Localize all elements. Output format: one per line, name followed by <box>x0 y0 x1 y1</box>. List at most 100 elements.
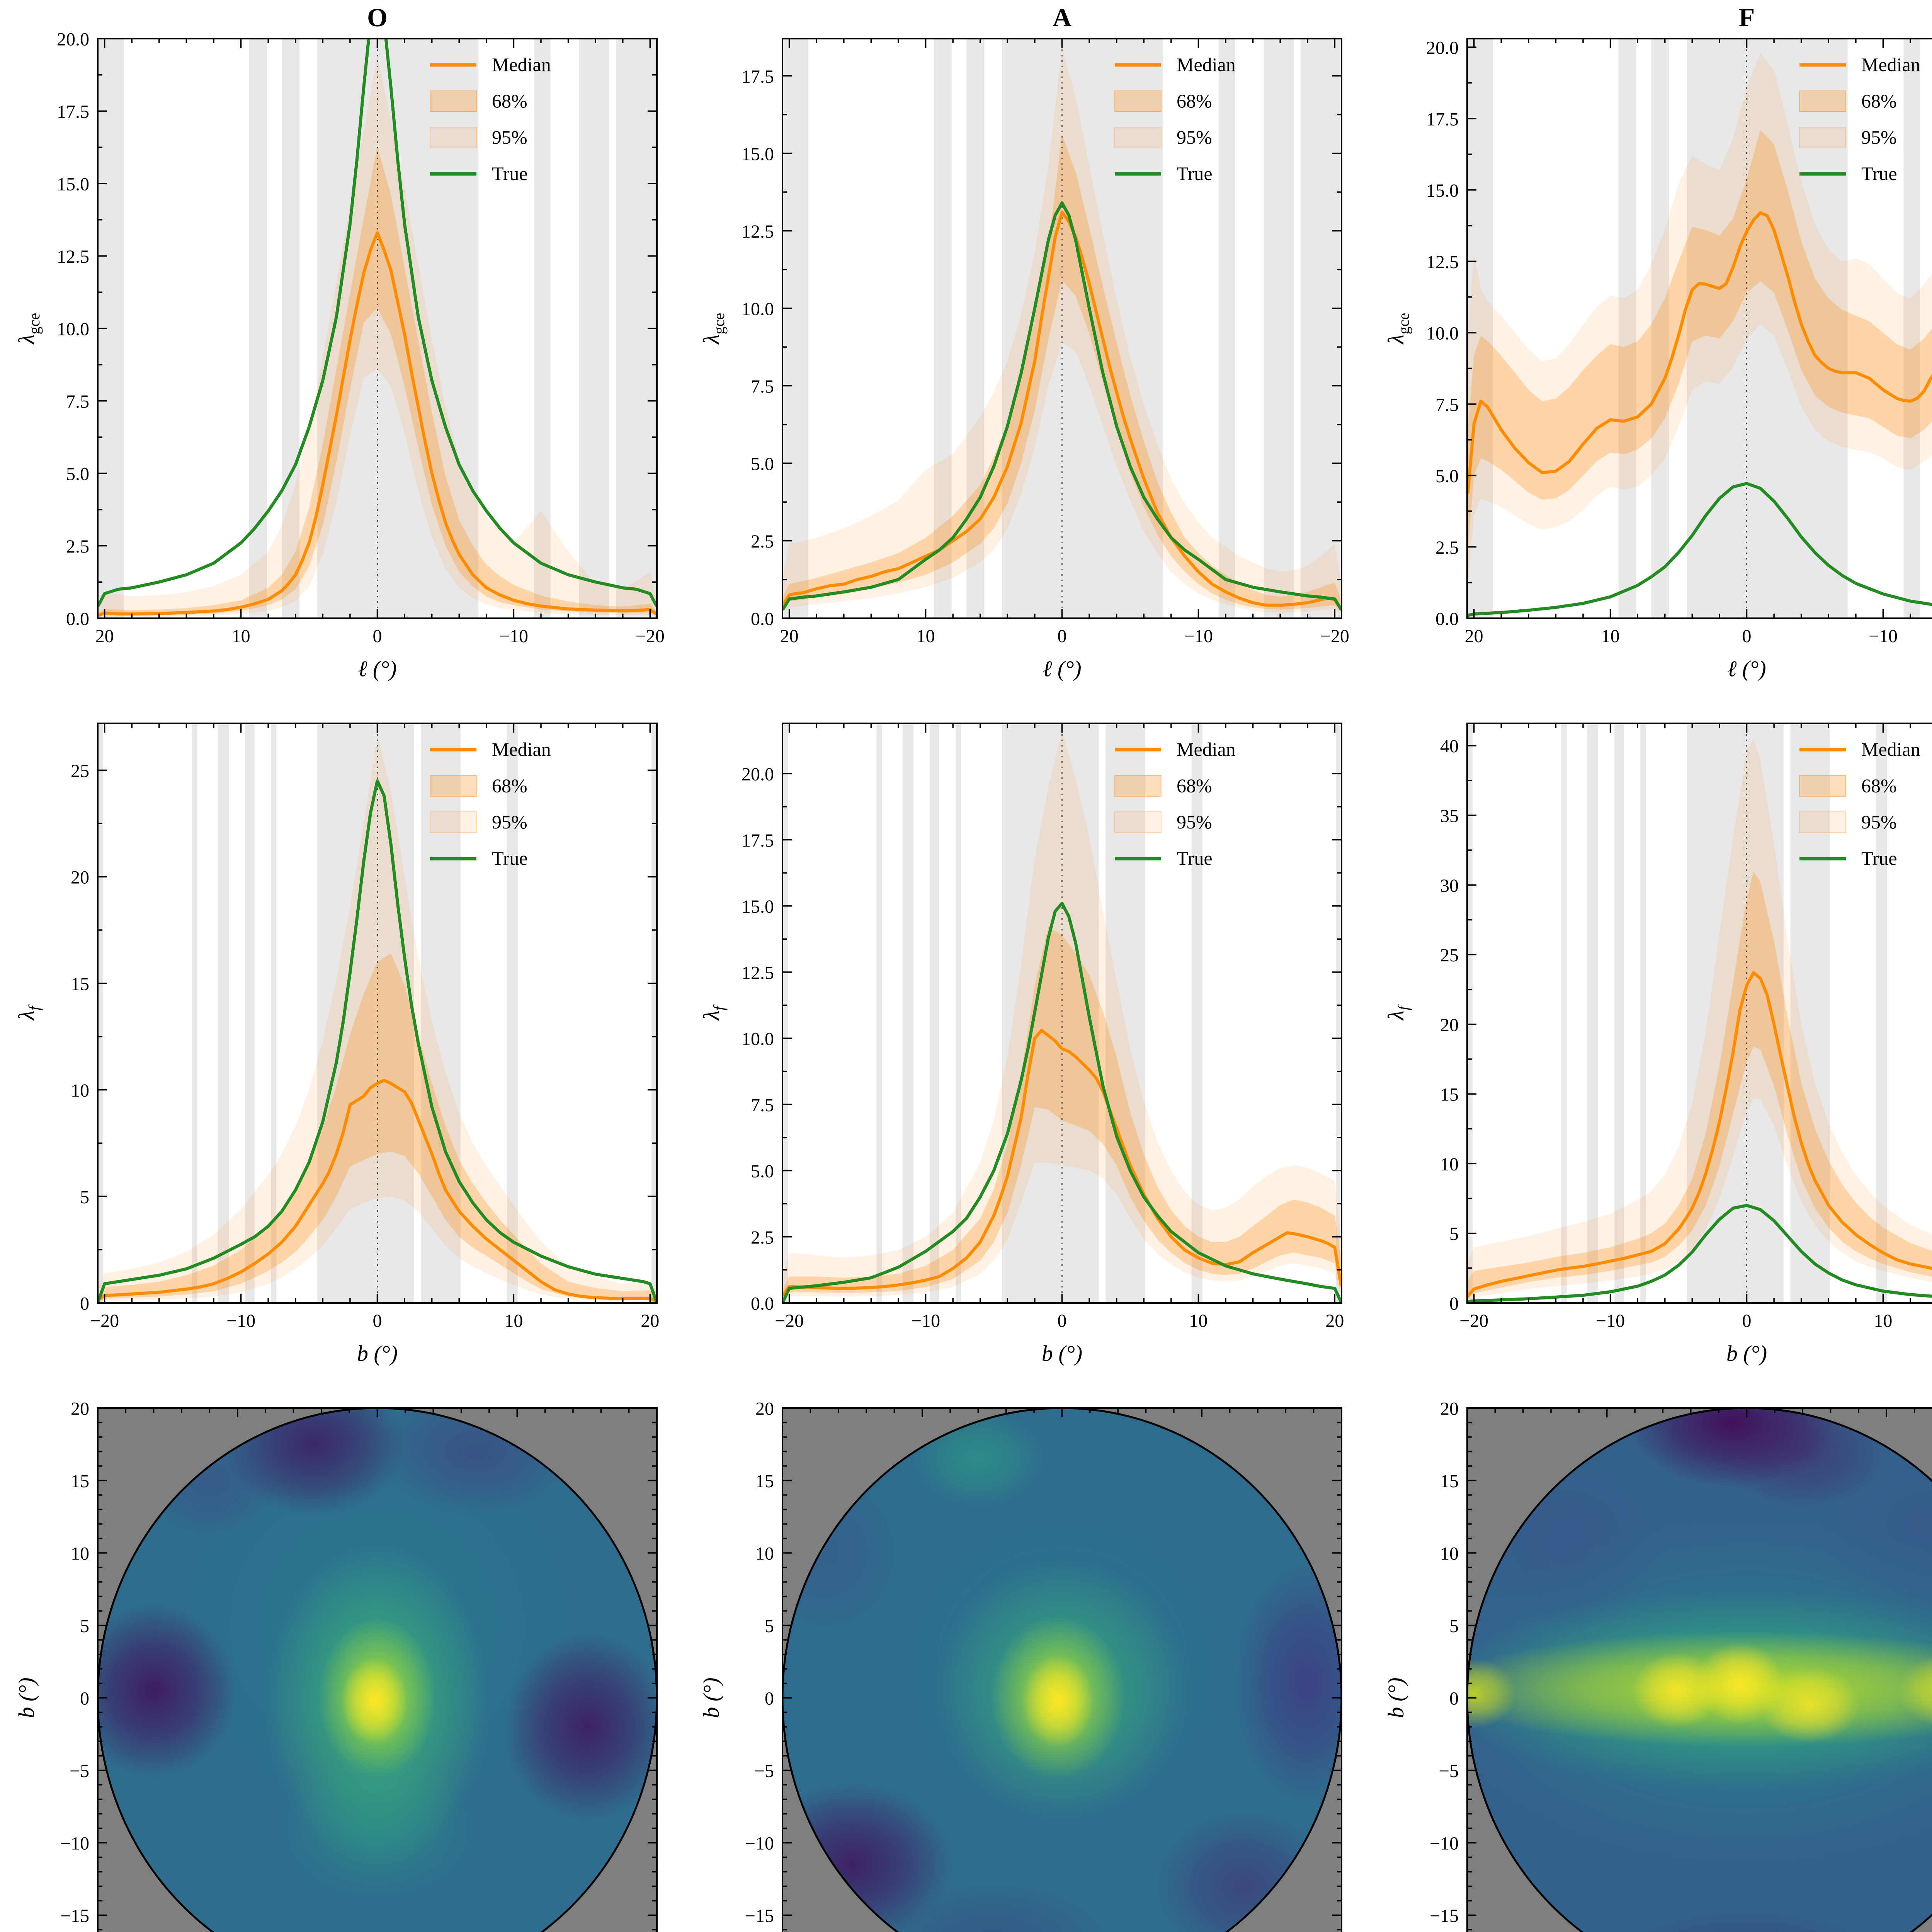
legend-68-patch <box>1799 90 1846 112</box>
x-axis-label: ℓ (°) <box>1043 656 1081 681</box>
y-tick-label: 10 <box>71 1080 89 1101</box>
mask-band <box>902 723 913 1303</box>
legend-95-patch <box>1114 811 1162 833</box>
x-tick-label: 10 <box>504 1311 523 1331</box>
legend-label-true: True <box>1861 847 1897 869</box>
mask-band <box>421 723 461 1303</box>
y-tick-label: 2.5 <box>1435 537 1459 558</box>
mask-band <box>1640 723 1646 1303</box>
heatmap-blob <box>1467 1658 1516 1728</box>
y-tick-label: 15.0 <box>1426 180 1459 201</box>
y-axis-label: λf <box>14 1004 43 1021</box>
y-tick-label: 17.5 <box>742 830 774 851</box>
panel-mid-O: Median 68% 95% True −20 −10 0 10 20 0 5 10 15 20 25 b (… <box>0 685 685 1369</box>
true-line <box>782 201 1342 611</box>
x-tick-label: 10 <box>1601 626 1620 646</box>
y-tick-label: 20.0 <box>57 29 89 50</box>
y-tick-label: 20.0 <box>742 764 774 785</box>
y-tick-label: 0.0 <box>66 609 89 629</box>
axes: 20 10 0 −10 −20 0.0 2.5 5.0 7.5 10.0 12.5 15.0 17.5 ℓ… <box>699 38 1349 681</box>
x-tick-label: 0 <box>373 1311 382 1331</box>
x-tick-label: 0 <box>1058 626 1067 646</box>
y-tick-label: −5 <box>1439 1761 1459 1781</box>
mask-band <box>1264 39 1294 618</box>
mask-band <box>1219 39 1235 618</box>
band-68 <box>98 953 656 1302</box>
median-line <box>98 231 657 617</box>
y-tick-label: −15 <box>745 1906 774 1926</box>
band-68 <box>783 134 1341 612</box>
top-O-plot-area <box>98 39 657 618</box>
y-tick-label: 40 <box>1440 736 1459 757</box>
legend-label-true: True <box>1177 847 1213 869</box>
y-tick-label: 7.5 <box>751 1095 774 1116</box>
y-axis-label: b (°) <box>1383 1677 1408 1718</box>
legend: Median 68% 95% True <box>1799 54 1920 184</box>
y-tick-label: 20.0 <box>1426 38 1459 58</box>
top-A-plot-area <box>782 39 1342 618</box>
legend-label-95: 95% <box>1177 811 1212 833</box>
y-tick-label: 20 <box>1440 1399 1459 1419</box>
mask-band <box>1687 39 1848 618</box>
x-tick-label: 0 <box>1742 626 1752 646</box>
mask-band <box>1002 723 1099 1303</box>
y-tick-label: 5.0 <box>1435 466 1459 486</box>
true-line <box>98 779 657 1303</box>
legend-68-patch <box>1799 775 1846 797</box>
y-tick-label: 12.5 <box>1426 252 1459 272</box>
mask-band <box>1618 39 1636 618</box>
legend-label-95: 95% <box>492 811 527 833</box>
y-axis-label: λgce <box>1383 313 1412 345</box>
y-tick-label: 0 <box>80 1294 89 1314</box>
heatmap-blob <box>1021 1654 1094 1747</box>
mask-band <box>271 723 277 1303</box>
y-tick-label: 15.0 <box>57 174 89 195</box>
y-tick-label: 5.0 <box>66 464 89 485</box>
legend-95-patch <box>1799 127 1846 148</box>
y-tick-label: 30 <box>1440 876 1459 896</box>
legend: Median 68% 95% True <box>430 738 551 869</box>
y-tick-label: 15 <box>1440 1471 1459 1492</box>
y-tick-label: 17.5 <box>742 66 774 87</box>
legend-label-median: Median <box>1177 54 1236 75</box>
legend: Median 68% 95% True <box>1799 738 1920 869</box>
y-tick-label: 12.5 <box>742 221 774 242</box>
mask-band <box>192 723 197 1303</box>
axes: −20 −10 0 10 20 0.0 2.5 5.0 7.5 10.0 12.5 15.0 17.5 2… <box>699 723 1344 1366</box>
mask-band <box>782 39 809 618</box>
mask-band <box>1903 39 1920 618</box>
y-tick-label: 5 <box>80 1616 89 1636</box>
column-title-O: O <box>367 3 388 32</box>
y-tick-label: 2.5 <box>751 1227 774 1248</box>
heatmap-blob <box>98 1604 238 1778</box>
legend-68-patch <box>430 90 477 112</box>
y-tick-label: −10 <box>1430 1833 1459 1854</box>
median-line <box>98 1078 657 1303</box>
panel-top-O: Median 68% 95% True 20 10 0 −10 −20 0.0 2.5 5.0 7.5 1… <box>0 0 685 685</box>
y-tick-label: 0 <box>80 1689 89 1709</box>
x-tick-label: −10 <box>1184 626 1213 646</box>
x-tick-label: −20 <box>1320 626 1349 646</box>
heatmap-blob <box>880 1886 1104 1932</box>
x-tick-label: 20 <box>1465 626 1483 646</box>
mask-band <box>934 39 952 618</box>
y-axis-label: b (°) <box>699 1677 724 1718</box>
mask-band <box>1587 723 1598 1303</box>
median-line <box>1467 971 1932 1298</box>
legend-95-patch <box>1799 811 1846 833</box>
band-68 <box>783 927 1341 1298</box>
y-tick-label: 25 <box>71 761 89 781</box>
y-tick-label: 5.0 <box>751 454 774 474</box>
y-tick-label: 10 <box>1440 1544 1459 1564</box>
legend-label-95: 95% <box>1861 811 1897 833</box>
x-axis-label: ℓ (°) <box>358 656 396 681</box>
mask-band <box>1301 39 1342 618</box>
legend-label-true: True <box>1861 163 1897 184</box>
x-tick-label: 10 <box>917 626 935 646</box>
axes: 20100−10−200.02.55.07.510.012.515.017.52… <box>1383 38 1932 681</box>
band-95 <box>1468 738 1932 1301</box>
x-tick-label: 10 <box>232 626 250 646</box>
